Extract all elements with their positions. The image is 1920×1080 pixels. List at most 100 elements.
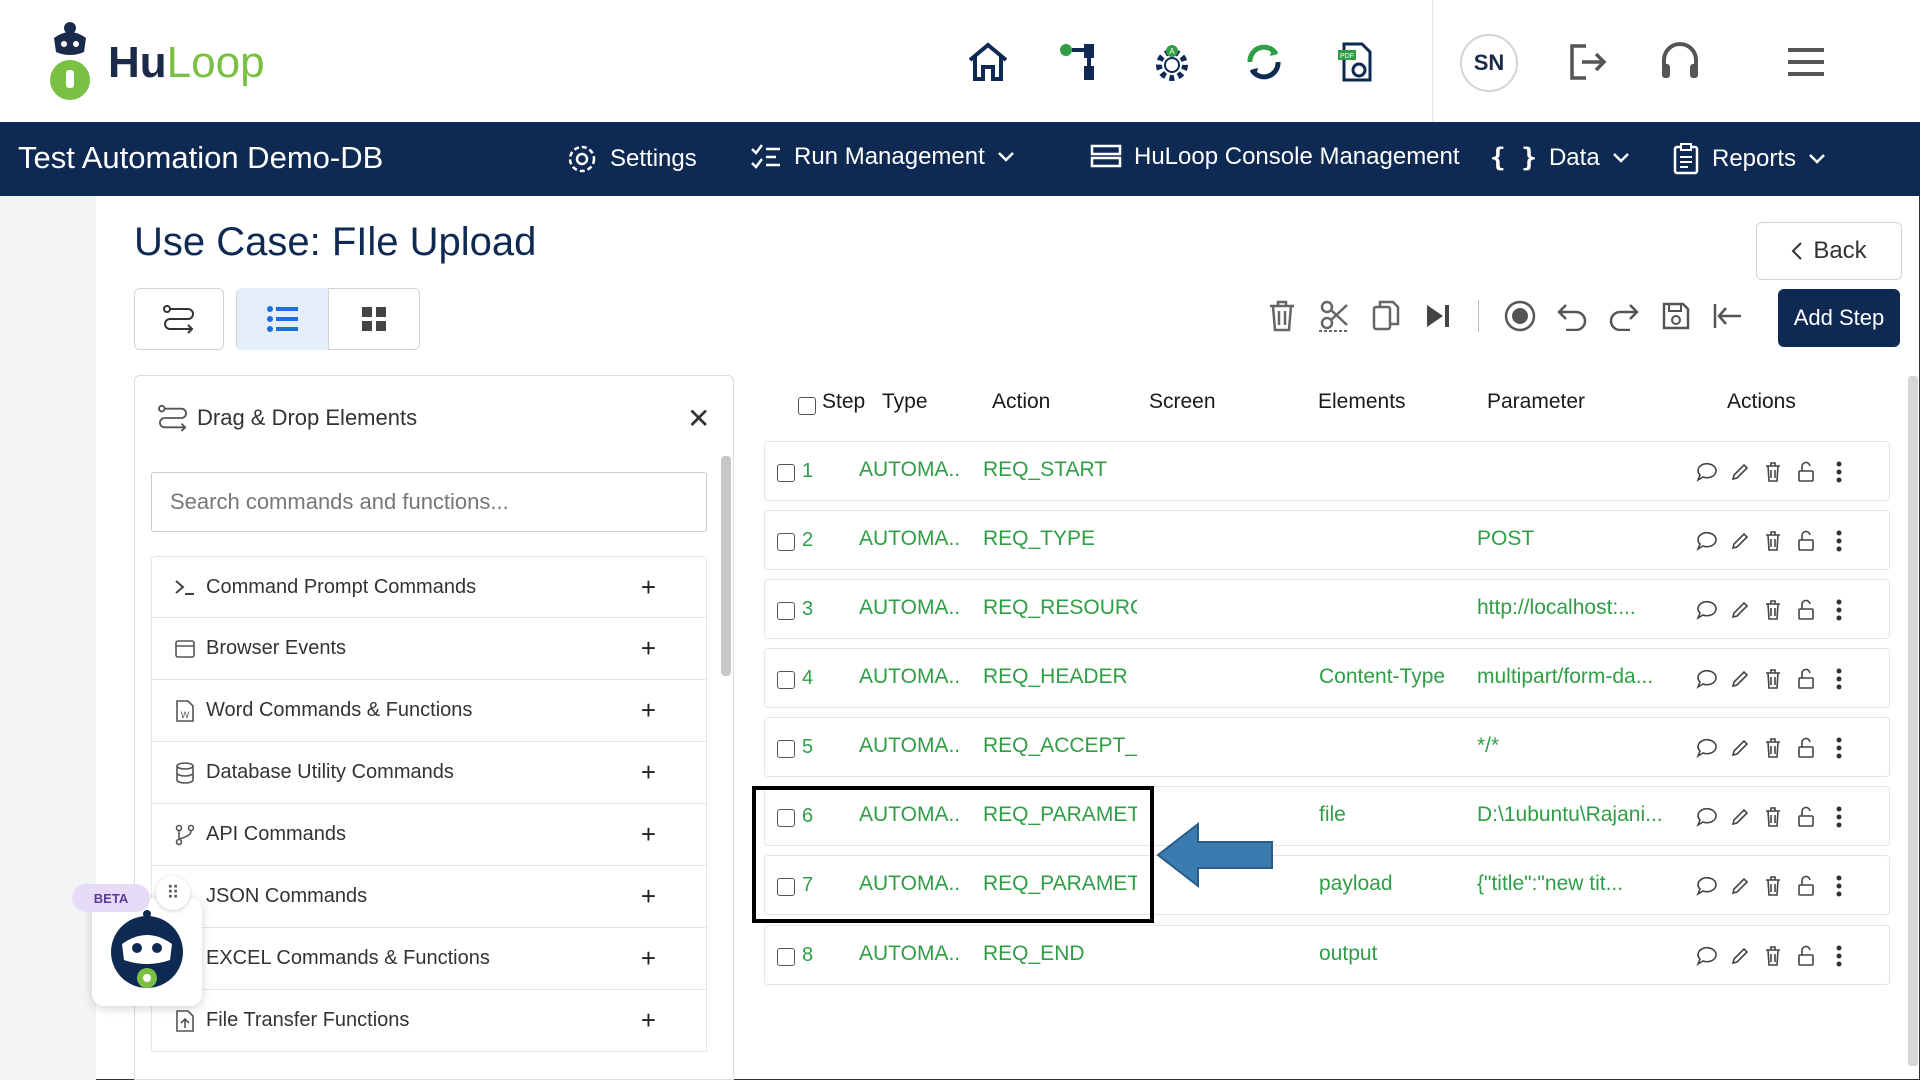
row-checkbox[interactable] — [777, 809, 795, 827]
cut-steps-icon[interactable] — [1314, 296, 1354, 336]
save-icon[interactable] — [1656, 296, 1696, 336]
unlock-icon[interactable] — [1794, 527, 1818, 555]
delete-icon[interactable] — [1761, 458, 1785, 486]
pdf-settings-icon[interactable]: PDF — [1330, 36, 1382, 88]
edit-pencil-icon[interactable] — [1728, 527, 1752, 555]
table-row[interactable]: 3 AUTOMA... REQ_RESOURCE http://localhos… — [764, 579, 1890, 639]
step-forward-icon[interactable] — [1418, 296, 1458, 336]
table-row[interactable]: 8 AUTOMA... REQ_END output — [764, 925, 1890, 985]
more-vertical-icon[interactable] — [1827, 734, 1851, 762]
delete-icon[interactable] — [1761, 942, 1785, 970]
more-vertical-icon[interactable] — [1827, 872, 1851, 900]
category-excel-commands[interactable]: EXCEL Commands & Functions + — [151, 928, 707, 990]
unlock-icon[interactable] — [1794, 596, 1818, 624]
category-json-commands[interactable]: JSON Commands + — [151, 866, 707, 928]
table-row[interactable]: 1 AUTOMA... REQ_START — [764, 441, 1890, 501]
unlock-icon[interactable] — [1794, 734, 1818, 762]
edit-pencil-icon[interactable] — [1728, 872, 1752, 900]
select-all-checkbox[interactable] — [798, 397, 816, 415]
table-row[interactable]: 2 AUTOMA... REQ_TYPE POST — [764, 510, 1890, 570]
logout-icon[interactable] — [1562, 36, 1614, 88]
category-api-commands[interactable]: API Commands + — [151, 804, 707, 866]
nav-settings[interactable]: Settings — [566, 143, 697, 175]
plus-icon[interactable]: + — [640, 819, 656, 849]
plus-icon[interactable]: + — [640, 695, 656, 725]
comment-icon[interactable] — [1695, 527, 1719, 555]
plus-icon[interactable]: + — [640, 757, 656, 787]
more-vertical-icon[interactable] — [1827, 942, 1851, 970]
delete-icon[interactable] — [1761, 803, 1785, 831]
edit-pencil-icon[interactable] — [1728, 942, 1752, 970]
panel-scrollbar[interactable] — [721, 456, 731, 676]
category-browser-events[interactable]: Browser Events + — [151, 618, 707, 680]
drag-handle-icon[interactable]: ⠿ — [156, 876, 190, 910]
sync-icon[interactable] — [1238, 36, 1290, 88]
add-step-button[interactable]: Add Step — [1778, 289, 1900, 347]
comment-icon[interactable] — [1695, 734, 1719, 762]
edit-pencil-icon[interactable] — [1728, 803, 1752, 831]
row-checkbox[interactable] — [777, 948, 795, 966]
close-icon[interactable]: ✕ — [687, 403, 711, 434]
comment-icon[interactable] — [1695, 665, 1719, 693]
delete-icon[interactable] — [1761, 596, 1785, 624]
workflow-icon[interactable] — [1054, 36, 1106, 88]
row-checkbox[interactable] — [777, 878, 795, 896]
edit-pencil-icon[interactable] — [1728, 596, 1752, 624]
table-row[interactable]: 6 AUTOMA... REQ_PARAMETER file D:\1ubunt… — [764, 786, 1890, 846]
command-search-input[interactable] — [151, 472, 707, 532]
category-word-commands[interactable]: W Word Commands & Functions + — [151, 680, 707, 742]
plus-icon[interactable]: + — [640, 633, 656, 663]
plus-icon[interactable]: + — [640, 1005, 656, 1035]
plus-icon[interactable]: + — [640, 881, 656, 911]
hamburger-menu-icon[interactable] — [1780, 36, 1832, 88]
more-vertical-icon[interactable] — [1827, 803, 1851, 831]
support-headset-icon[interactable] — [1654, 36, 1706, 88]
record-icon[interactable] — [1500, 296, 1540, 336]
comment-icon[interactable] — [1695, 458, 1719, 486]
undo-icon[interactable] — [1552, 296, 1592, 336]
unlock-icon[interactable] — [1794, 458, 1818, 486]
back-button[interactable]: Back — [1756, 222, 1902, 280]
home-icon[interactable] — [962, 36, 1014, 88]
plus-icon[interactable]: + — [640, 571, 656, 602]
huloop-logo[interactable]: HuLoop — [40, 18, 290, 106]
delete-icon[interactable] — [1761, 872, 1785, 900]
row-checkbox[interactable] — [777, 671, 795, 689]
edit-pencil-icon[interactable] — [1728, 734, 1752, 762]
comment-icon[interactable] — [1695, 596, 1719, 624]
table-row[interactable]: 5 AUTOMA... REQ_ACCEPT_ */* — [764, 717, 1890, 777]
nav-run-management[interactable]: Run Management — [750, 143, 1015, 171]
row-checkbox[interactable] — [777, 602, 795, 620]
row-checkbox[interactable] — [777, 533, 795, 551]
more-vertical-icon[interactable] — [1827, 665, 1851, 693]
comment-icon[interactable] — [1695, 803, 1719, 831]
more-vertical-icon[interactable] — [1827, 458, 1851, 486]
table-row[interactable]: 7 AUTOMA... REQ_PARAMETER payload {"titl… — [764, 855, 1890, 915]
nav-console-management[interactable]: HuLoop Console Management — [1090, 143, 1460, 171]
nav-data[interactable]: { } Data — [1490, 143, 1630, 173]
grid-view-button[interactable] — [328, 288, 419, 350]
unlock-icon[interactable] — [1794, 942, 1818, 970]
plus-icon[interactable]: + — [640, 943, 656, 973]
unlock-icon[interactable] — [1794, 665, 1818, 693]
collapse-left-icon[interactable] — [1708, 296, 1748, 336]
list-view-button[interactable] — [237, 288, 328, 350]
comment-icon[interactable] — [1695, 872, 1719, 900]
edit-pencil-icon[interactable] — [1728, 665, 1752, 693]
category-file-transfer[interactable]: File Transfer Functions + — [151, 990, 707, 1052]
more-vertical-icon[interactable] — [1827, 527, 1851, 555]
flow-view-button[interactable] — [134, 288, 224, 350]
delete-icon[interactable] — [1761, 527, 1785, 555]
main-scrollbar[interactable] — [1908, 376, 1918, 1066]
row-checkbox[interactable] — [777, 740, 795, 758]
delete-icon[interactable] — [1262, 296, 1302, 336]
user-avatar[interactable]: SN — [1460, 34, 1518, 92]
unlock-icon[interactable] — [1794, 872, 1818, 900]
edit-pencil-icon[interactable] — [1728, 458, 1752, 486]
unlock-icon[interactable] — [1794, 803, 1818, 831]
category-database-utility[interactable]: Database Utility Commands + — [151, 742, 707, 804]
row-checkbox[interactable] — [777, 464, 795, 482]
more-vertical-icon[interactable] — [1827, 596, 1851, 624]
delete-icon[interactable] — [1761, 734, 1785, 762]
assistant-bot-widget[interactable] — [92, 898, 202, 1006]
